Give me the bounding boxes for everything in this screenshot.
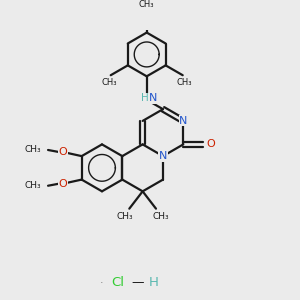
- Text: O: O: [206, 140, 215, 149]
- Text: N: N: [179, 116, 188, 126]
- Text: O: O: [58, 178, 68, 189]
- Text: HCl: HCl: [101, 282, 103, 283]
- Text: Cl: Cl: [112, 276, 124, 289]
- Text: CH₃: CH₃: [102, 78, 117, 87]
- Text: N: N: [159, 151, 167, 161]
- Text: H: H: [141, 94, 148, 103]
- Text: N: N: [148, 94, 157, 103]
- Text: CH₃: CH₃: [152, 212, 169, 221]
- Text: CH₃: CH₃: [25, 146, 41, 154]
- Text: CH₃: CH₃: [139, 0, 154, 9]
- Text: CH₃: CH₃: [176, 78, 192, 87]
- Text: CH₃: CH₃: [25, 181, 41, 190]
- Text: H: H: [149, 276, 159, 289]
- Text: —: —: [132, 276, 144, 289]
- Text: O: O: [58, 147, 68, 157]
- Text: CH₃: CH₃: [116, 212, 133, 221]
